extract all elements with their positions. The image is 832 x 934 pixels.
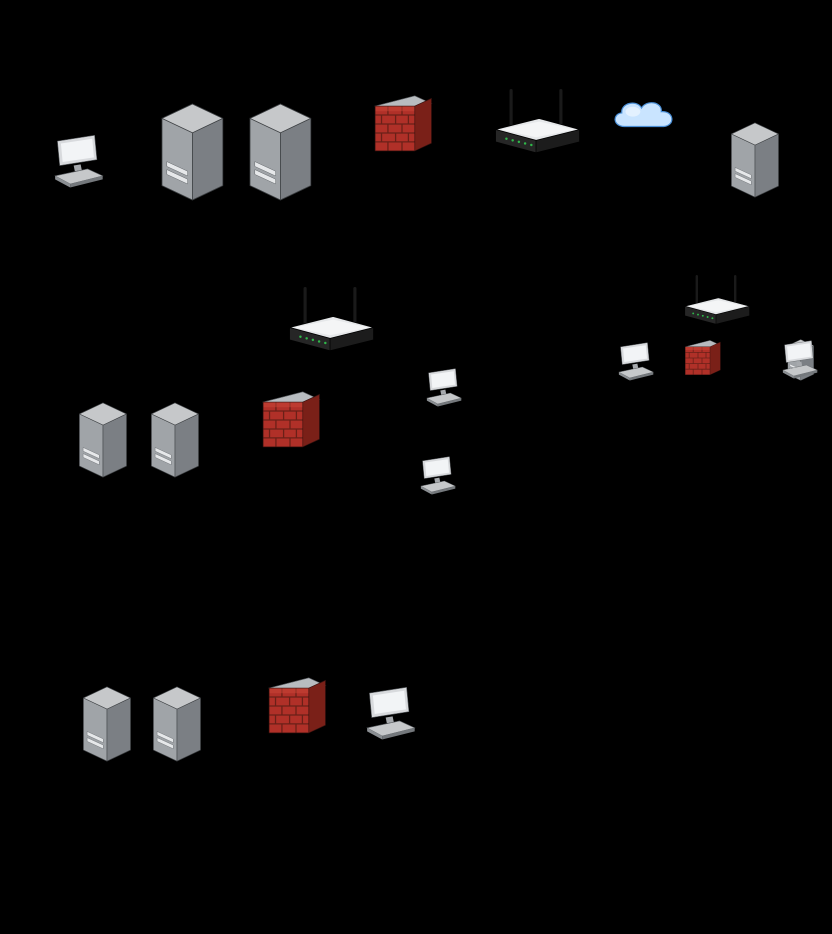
router-icon	[282, 287, 378, 357]
network-diagram-canvas	[0, 0, 832, 934]
server-icon	[146, 102, 226, 202]
firewall-icon	[258, 388, 322, 452]
server-icon	[141, 685, 203, 763]
cloud-icon	[607, 94, 681, 138]
firewall-icon	[264, 674, 328, 738]
router-icon	[680, 275, 752, 329]
pc-icon	[415, 455, 457, 497]
server-icon	[234, 102, 314, 202]
server-icon	[139, 401, 201, 479]
pc-icon	[47, 133, 105, 191]
firewall-icon	[370, 92, 434, 156]
pc-icon	[613, 341, 655, 383]
server-icon	[71, 685, 133, 763]
pc-icon	[359, 685, 417, 743]
router-icon	[488, 89, 584, 159]
pc-icon	[777, 339, 819, 381]
server-icon	[67, 401, 129, 479]
pc-icon	[421, 367, 463, 409]
firewall-icon	[682, 338, 722, 378]
server-icon	[719, 121, 781, 199]
